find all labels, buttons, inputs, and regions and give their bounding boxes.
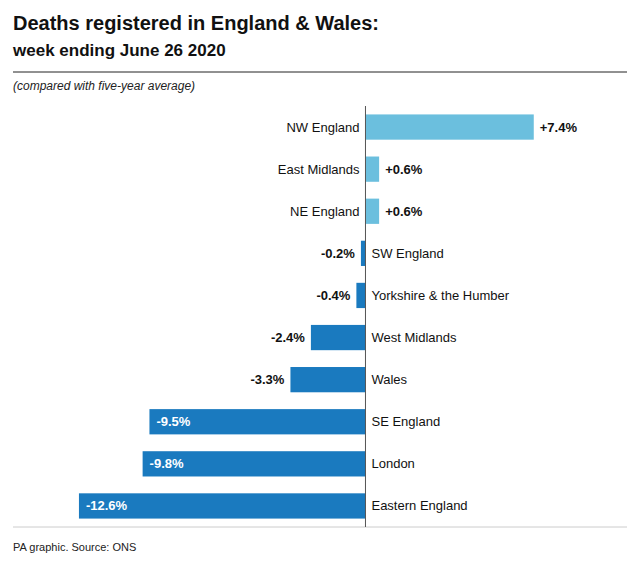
category-label: Wales [371,372,407,387]
chart-container: Deaths registered in England & Wales: wee… [0,0,640,563]
value-label: -9.5% [156,414,190,429]
bar [311,325,366,350]
category-label: Yorkshire & the Humber [371,288,509,303]
labels: NW England +7.4% East Midlands +0.6% NE Engl… [86,120,577,514]
bar [149,409,365,434]
title: Deaths registered in England & Wales: [13,12,379,34]
value-label: -2.4% [271,330,305,345]
value-label: +0.6% [385,204,423,219]
title: week ending June 26 2020 [12,41,226,60]
category-label: SW England [371,246,443,261]
value-label: -3.3% [250,372,284,387]
bars [79,114,534,518]
footnote: PA graphic. Source: ONS [13,541,136,553]
category-label: East Midlands [278,162,360,177]
category-label: West Midlands [371,330,457,345]
separator [13,72,627,73]
value-label: -12.6% [86,498,128,513]
subtitle: (compared with five-year average) [13,79,195,93]
category-label: London [371,456,414,471]
category-label: SE England [371,414,440,429]
bar [143,451,366,476]
bar [79,493,366,518]
category-label: Eastern England [371,498,467,513]
value-label: -0.4% [316,288,350,303]
bar [365,199,379,224]
bar [365,157,379,182]
category-label: NE England [290,204,359,219]
value-label: +7.4% [540,120,578,135]
x-axis-line [13,527,627,528]
value-label: +0.6% [385,162,423,177]
value-label: -9.8% [150,456,184,471]
value-label: -0.2% [321,246,355,261]
background [0,0,640,563]
bar [365,114,533,139]
category-label: NW England [286,120,359,135]
bar [356,283,365,308]
zero-line [365,106,366,527]
bar [290,367,365,392]
chart: Deaths registered in England & Wales: wee… [0,0,640,563]
bar [361,241,366,266]
